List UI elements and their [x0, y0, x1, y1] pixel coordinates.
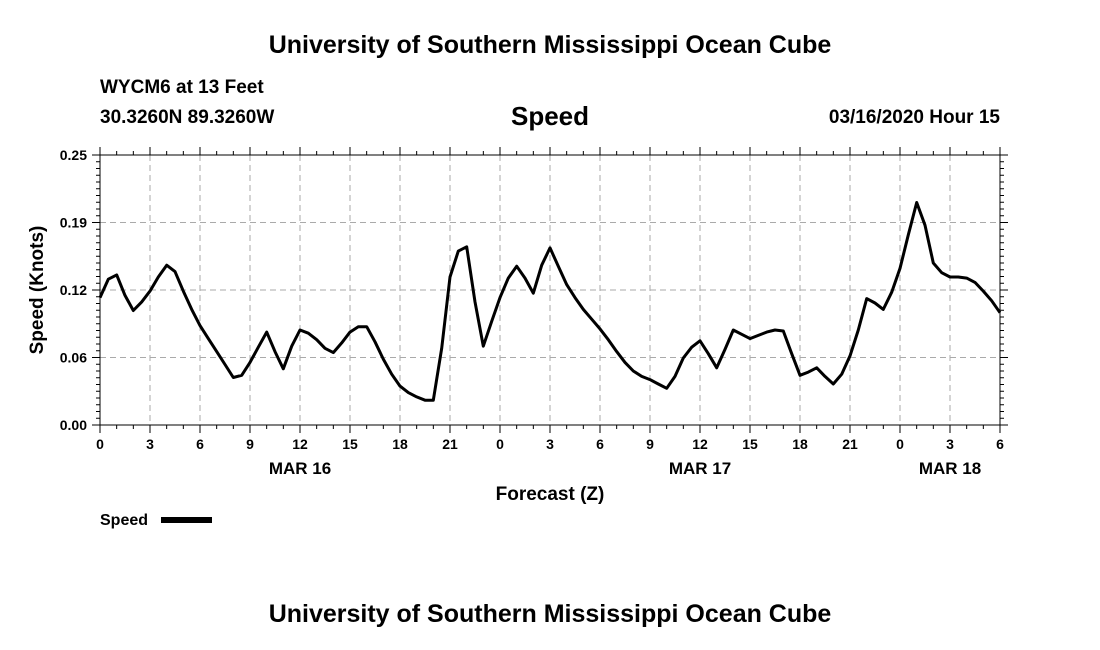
axis-ticks	[92, 147, 1008, 433]
y-tick-label: 0.00	[60, 417, 87, 433]
coordinates-label: 30.3260N 89.3260W	[100, 107, 275, 128]
x-tick-label: 3	[546, 436, 554, 452]
x-tick-label: 3	[946, 436, 954, 452]
y-tick-label: 0.19	[60, 215, 87, 231]
footer-title: University of Southern Mississippi Ocean…	[268, 600, 832, 628]
x-axis-title: Forecast (Z)	[496, 484, 605, 505]
x-tick-label: 15	[342, 436, 358, 452]
x-tick-label: 18	[392, 436, 408, 452]
x-tick-label: 3	[146, 436, 154, 452]
x-tick-label: 6	[596, 436, 604, 452]
series	[98, 201, 1002, 402]
station-label: WYCM6 at 13 Feet	[100, 77, 264, 98]
x-tick-label: 21	[442, 436, 458, 452]
x-tick-label: 12	[292, 436, 308, 452]
x-tick-label: 21	[842, 436, 858, 452]
axis-labels: 0.00 0.06 0.12 0.19 0.25 0 3 6 9 12 15 18 21 0 3 6 9 12 15…	[27, 147, 1004, 505]
x-tick-label: 0	[896, 436, 904, 452]
legend-label: Speed	[100, 512, 148, 529]
variable-title: Speed	[510, 101, 590, 131]
date-label: MAR 17	[669, 459, 731, 478]
legend: Speed	[100, 512, 212, 529]
y-tick-label: 0.12	[60, 282, 87, 298]
y-tick-label: 0.25	[60, 147, 87, 163]
chart-title: University of Southern Mississippi Ocean…	[268, 31, 832, 59]
x-tick-label: 6	[196, 436, 204, 452]
datetime-label: 03/16/2020 Hour 15	[828, 107, 1000, 128]
x-tick-label: 6	[996, 436, 1004, 452]
grid	[100, 155, 1000, 425]
x-tick-label: 0	[96, 436, 104, 452]
x-tick-label: 15	[742, 436, 758, 452]
date-label: MAR 18	[919, 459, 981, 478]
x-tick-label: 9	[646, 436, 654, 452]
x-tick-label: 9	[246, 436, 254, 452]
speed-series-line	[98, 201, 1002, 402]
y-axis-title: Speed (Knots)	[27, 226, 48, 355]
date-label: MAR 16	[269, 459, 331, 478]
y-tick-label: 0.06	[60, 350, 87, 366]
x-tick-label: 0	[496, 436, 504, 452]
x-tick-label: 18	[792, 436, 808, 452]
x-tick-label: 12	[692, 436, 708, 452]
